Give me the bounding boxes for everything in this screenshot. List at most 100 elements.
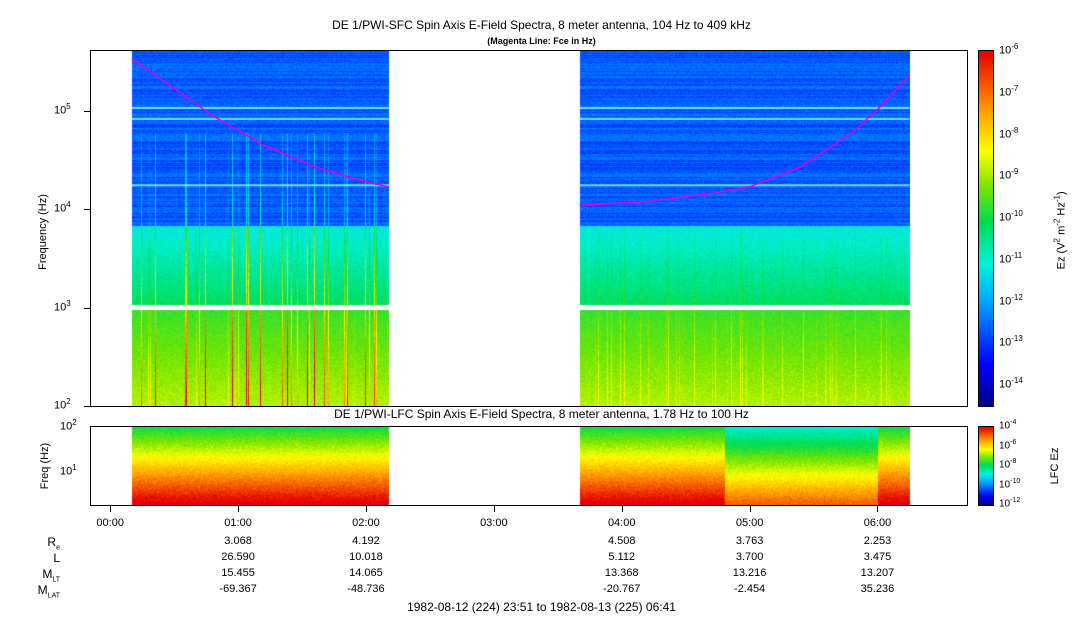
cbar-tick-base: 10 [999, 211, 1012, 224]
cbar-tick-exp: -12 [1011, 292, 1023, 302]
lfc-colorbar-tick-label: 10-8 [999, 458, 1016, 470]
sfc-y-tick-base: 10 [54, 301, 67, 314]
ephemeris-value: 3.068 [224, 535, 252, 547]
sfc-y-tick-mark [84, 307, 90, 309]
ephemeris-value: 4.192 [352, 535, 380, 547]
lfc-colorbar-tick-label: 10-12 [999, 497, 1020, 509]
x-tick-mark [877, 506, 879, 512]
eph-label-main: L [53, 551, 60, 565]
lfc-cbar-tick-base: 10 [999, 498, 1011, 510]
lfc-colorbar-tick-label: 10-6 [999, 439, 1016, 451]
sfc-colorbar-tick-label: 10-9 [999, 167, 1018, 182]
cbar-tick-exp: -14 [1011, 376, 1023, 386]
cbar-label-part3: Hz [1055, 202, 1068, 219]
lfc-y-tick-exp: 2 [72, 418, 77, 427]
ephemeris-value: 3.475 [863, 551, 892, 563]
ephemeris-value: 26.590 [221, 551, 255, 563]
cbar-tick-base: 10 [999, 253, 1012, 266]
sfc-spectrogram [91, 51, 967, 406]
sfc-colorbar-tick-label: 10-6 [999, 42, 1018, 57]
cbar-tick-base: 10 [999, 295, 1012, 308]
cbar-label-sup1: 2 [1052, 237, 1062, 243]
sfc-y-tick-mark [84, 111, 90, 113]
fce-line-segment2 [579, 75, 911, 207]
sfc-colorbar-tick-label: 10-7 [999, 84, 1018, 99]
ephemeris-value: 10.018 [349, 551, 383, 563]
sfc-colorbar-tick-label: 10-8 [999, 126, 1018, 141]
lfc-y-tick-label: 101 [60, 463, 77, 478]
cbar-tick-base: 10 [999, 378, 1012, 391]
ephemeris-value: 15.455 [221, 567, 255, 579]
cbar-tick-exp: -8 [1011, 125, 1019, 135]
x-tick-mark [749, 506, 751, 512]
cbar-tick-exp: -11 [1011, 250, 1023, 260]
x-tick-mark [621, 506, 623, 512]
sfc-colorbar [978, 50, 994, 407]
ephemeris-value: 14.065 [349, 567, 383, 579]
lfc-colorbar [978, 426, 994, 506]
lfc-colorbar-label: LFC Ez [1049, 447, 1061, 485]
lfc-cbar-tick-exp: -6 [1010, 438, 1017, 446]
lfc-cbar-tick-exp: -10 [1010, 477, 1021, 485]
x-tick-label: 03:00 [480, 517, 508, 529]
cbar-tick-exp: -10 [1011, 209, 1023, 219]
eph-label-main: M [37, 583, 48, 597]
ephemeris-value: 13.207 [860, 567, 895, 579]
cbar-tick-exp: -6 [1011, 42, 1019, 51]
ephemeris-value: 13.368 [604, 567, 639, 579]
sfc-y-tick-label: 104 [54, 200, 71, 215]
ephemeris-value: 4.508 [607, 535, 636, 547]
sfc-spectrogram-panel [90, 50, 968, 407]
sfc-colorbar-gradient [979, 51, 993, 406]
sfc-y-tick-label: 103 [54, 299, 71, 314]
chart-title: DE 1/PWI-SFC Spin Axis E-Field Spectra, … [332, 18, 751, 32]
ephemeris-row-label: MLAT [0, 583, 60, 599]
sfc-colorbar-tick-label: 10-10 [999, 209, 1023, 224]
sfc-y-axis-label: Frequency (Hz) [37, 194, 49, 270]
ephemeris-row-label: MLT [0, 567, 60, 583]
sfc-colorbar-tick-label: 10-12 [999, 293, 1023, 308]
lfc-cbar-tick-base: 10 [999, 439, 1011, 451]
x-tick-label: 05:00 [735, 517, 764, 529]
ephemeris-value: 5.112 [608, 551, 636, 563]
lfc-cbar-tick-exp: -4 [1010, 419, 1017, 426]
chart-subtitle: (Magenta Line: Fce in Hz) [487, 36, 596, 46]
cbar-tick-exp: -7 [1011, 83, 1019, 93]
cbar-tick-base: 10 [999, 44, 1012, 57]
ephemeris-value: 3.700 [735, 551, 764, 563]
cbar-label-sup3: -1 [1052, 195, 1062, 203]
lfc-colorbar-gradient [979, 427, 993, 505]
eph-label-sub: LT [52, 576, 60, 584]
x-tick-mark [365, 506, 367, 512]
ephemeris-value: 2.253 [863, 535, 892, 547]
ephemeris-value: 35.236 [860, 583, 895, 595]
ephemeris-row-label: Re [0, 535, 60, 551]
sfc-y-tick-mark [84, 406, 90, 407]
lfc-y-tick-label: 102 [60, 418, 77, 433]
x-tick-mark [238, 506, 240, 512]
lfc-y-tick-exp: 1 [72, 462, 77, 472]
lfc-cbar-tick-base: 10 [999, 478, 1011, 490]
cbar-label-sup2: -2 [1052, 218, 1062, 226]
sfc-colorbar-tick-label: 10-13 [999, 334, 1023, 349]
sfc-y-tick-exp: 2 [66, 397, 71, 406]
eph-label-sub: LAT [47, 592, 60, 600]
sfc-y-tick-label: 105 [54, 102, 71, 117]
ephemeris-value: -48.736 [347, 583, 385, 595]
eph-label-main: M [42, 567, 53, 581]
ephemeris-value: -2.454 [733, 583, 766, 595]
sfc-colorbar-label: Ez (V2 m-2 Hz-1) [1053, 160, 1068, 300]
ephemeris-value: -20.767 [603, 583, 641, 595]
x-tick-label: 00:00 [96, 517, 124, 529]
lfc-y-tick-base: 10 [60, 420, 73, 433]
lfc-spectrogram-panel [90, 426, 968, 506]
x-tick-label: 02:00 [352, 517, 380, 529]
cbar-tick-exp: -13 [1011, 334, 1023, 344]
ephemeris-value: 13.216 [732, 567, 767, 579]
sfc-y-tick-exp: 3 [66, 298, 71, 308]
sfc-y-tick-exp: 4 [66, 200, 71, 210]
cbar-label-part2: m [1055, 225, 1068, 238]
sfc-y-tick-exp: 5 [66, 102, 71, 112]
x-tick-label: 06:00 [863, 517, 892, 529]
x-tick-mark [110, 506, 112, 512]
